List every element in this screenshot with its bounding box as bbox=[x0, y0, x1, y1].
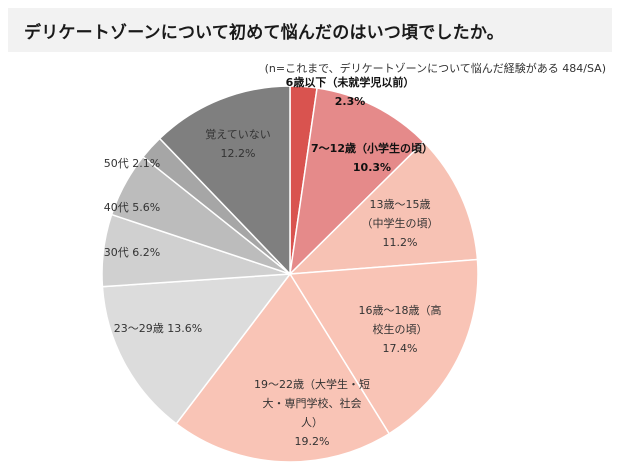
pie-slice-5 bbox=[175, 272, 391, 463]
sample-note: (n=これまで、デリケートゾーンについて悩んだ経験がある 484/SA) bbox=[264, 62, 606, 75]
chart-title: デリケートゾーンについて初めて悩んだのはいつ頃でしたか。 bbox=[24, 22, 504, 43]
slice-label-4: 16歳～18歳（高校生の頃） 17.4% bbox=[359, 303, 442, 355]
pie-slices bbox=[101, 85, 479, 463]
pie-labels: 6歳以下（未就学児以前） 2.3% 7～12歳（小学生の頃） 10.3% 13歳～15歳… bbox=[104, 75, 442, 448]
slice-label-5: 19～22歳（大学生・短大・専門学校、社会人） 19.2% bbox=[254, 377, 370, 448]
pie-slice-2 bbox=[288, 87, 425, 277]
pie-slice-10 bbox=[158, 85, 291, 276]
pie-slice-6 bbox=[101, 273, 292, 425]
slice-label-8: 40代 5.6% bbox=[104, 201, 160, 214]
slice-label-6: 23～29歳 13.6% bbox=[114, 322, 202, 335]
title-bar: デリケートゾーンについて初めて悩んだのはいつ頃でしたか。 bbox=[8, 8, 612, 52]
slice-label-7: 30代 6.2% bbox=[104, 246, 160, 259]
slice-label-3: 13歳～15歳（中学生の頃） 11.2% bbox=[362, 198, 439, 249]
slice-label-10: 覚えていない 12.2% bbox=[205, 128, 270, 160]
pie-slice-4 bbox=[288, 258, 479, 435]
slice-label-9: 50代 2.1% bbox=[104, 157, 160, 170]
slice-label-1: 6歳以下（未就学児以前） 2.3% bbox=[286, 75, 415, 108]
slice-label-2: 7～12歳（小学生の頃） 10.3% bbox=[311, 141, 433, 174]
pie-slice-3 bbox=[288, 140, 479, 275]
